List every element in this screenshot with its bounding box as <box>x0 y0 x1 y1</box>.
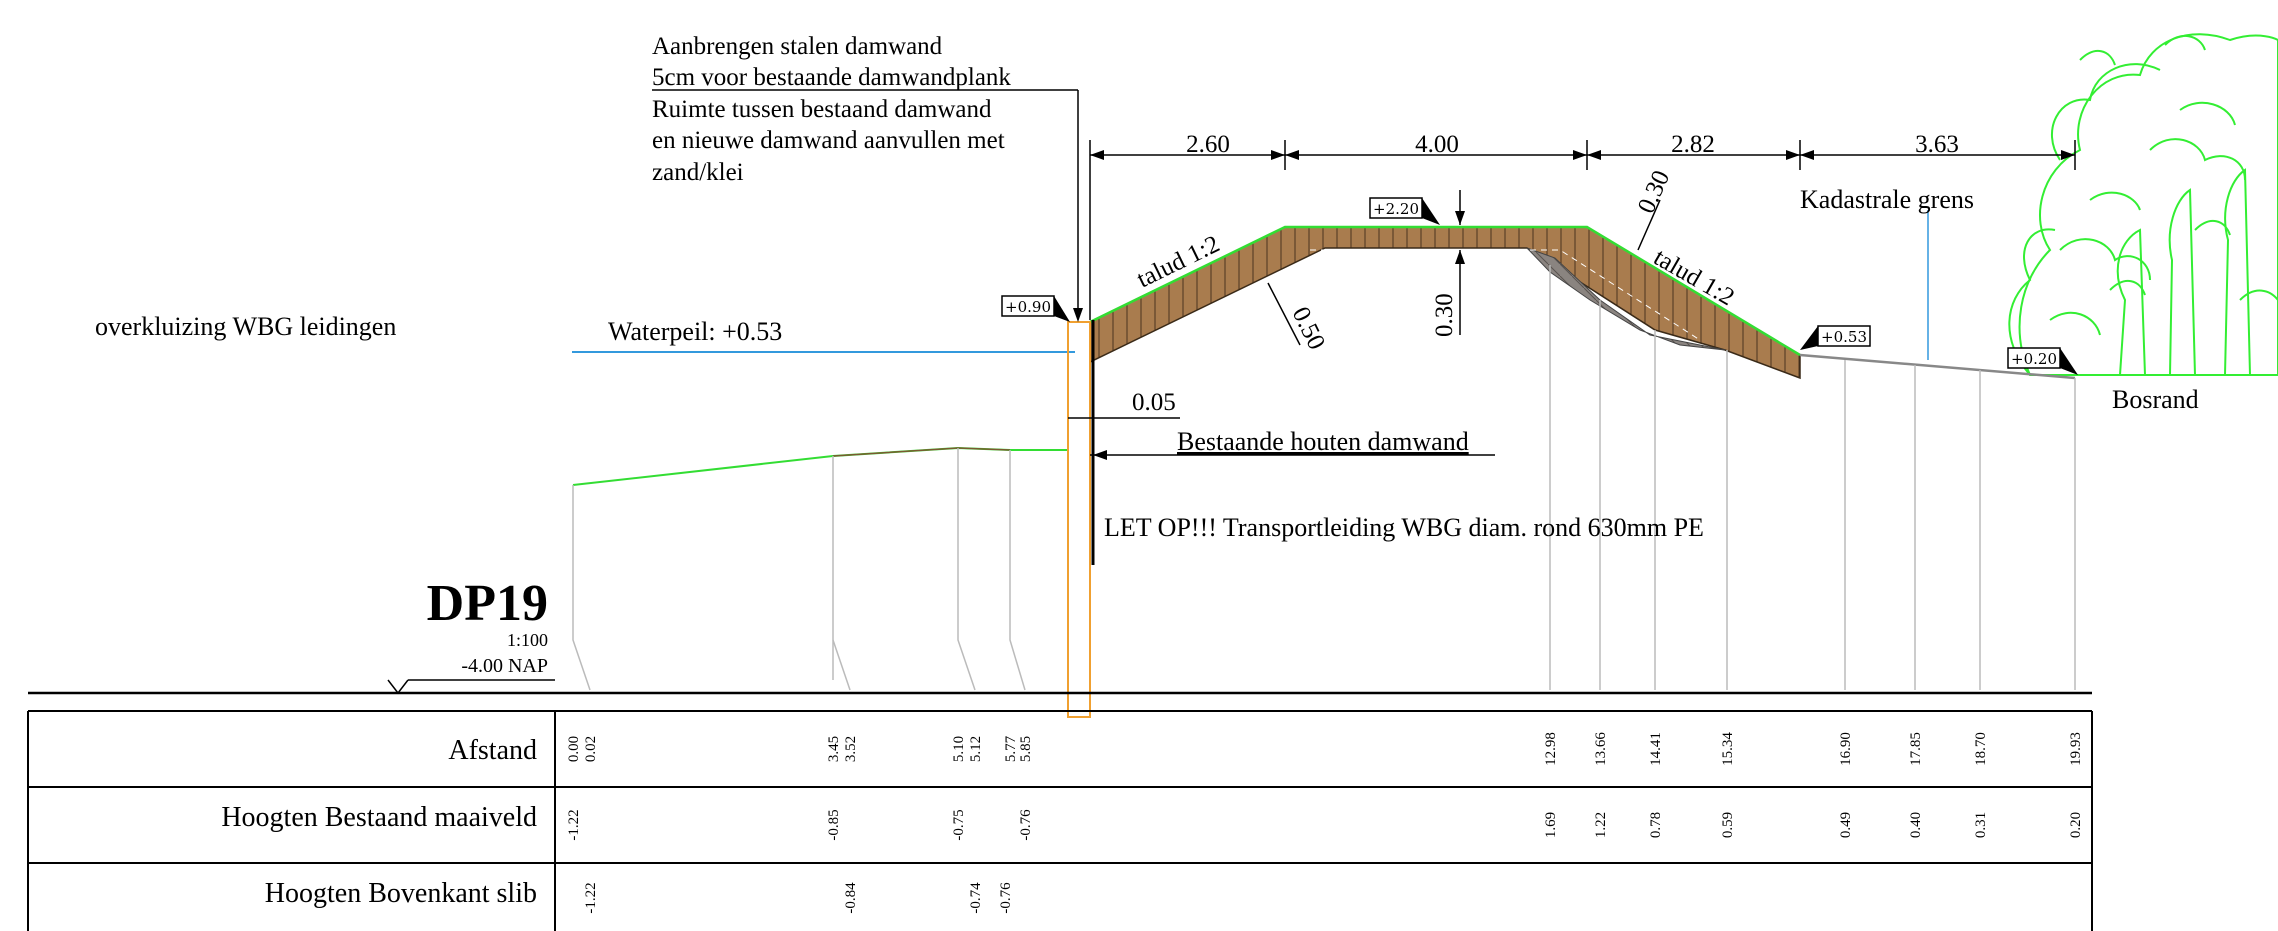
note-line-5: zand/klei <box>652 159 744 186</box>
level-tag-crest-text: +2.20 <box>1373 200 1419 218</box>
table-cell: 0.59 <box>1720 812 1736 838</box>
table-cell: 0.00 <box>566 736 582 762</box>
table-row-label-distance: Afstand <box>448 735 537 766</box>
level-tag-forest-text: +0.20 <box>2011 350 2057 368</box>
forest-edge-label: Bosrand <box>2112 385 2199 414</box>
level-tag-toe: +0.53 <box>1800 325 1871 350</box>
thickness-left-label: 0.50 <box>1287 303 1330 354</box>
dimension-2: 4.00 <box>1415 131 1459 158</box>
table-cell: 15.34 <box>1720 732 1736 766</box>
table-cell: 0.78 <box>1648 812 1664 838</box>
cadastral-boundary-label: Kadastrale grens <box>1800 185 1974 214</box>
table-cell: 0.20 <box>2068 812 2084 838</box>
table-cell: 14.41 <box>1648 732 1664 766</box>
left-title: overkluizing WBG leidingen <box>95 312 396 341</box>
right-terrain-line <box>1799 353 2076 380</box>
dike-surface-line <box>1089 225 1801 357</box>
dimension-4: 3.63 <box>1915 131 1959 158</box>
table-cell: -0.84 <box>843 882 859 914</box>
table-cell: 0.49 <box>1838 812 1854 838</box>
datum-label: -4.00 NAP <box>461 655 548 677</box>
level-tag-left: +0.90 <box>1001 295 1070 322</box>
note-line-2: 5cm voor bestaande damwandplank <box>652 64 1011 91</box>
table-cell: -0.76 <box>1018 809 1034 841</box>
scale-label: 1:100 <box>507 630 548 650</box>
table-row-label-existing-height: Hoogten Bestaand maaiveld <box>221 802 537 833</box>
dimension-1: 2.60 <box>1186 131 1230 158</box>
table-cell: 0.40 <box>1908 812 1924 838</box>
table-cell: 5.77 <box>1003 735 1019 762</box>
table-cell: 1.22 <box>1593 812 1609 838</box>
station-table <box>27 710 2093 931</box>
table-cell: -0.75 <box>951 809 967 840</box>
tree-illustration <box>2008 33 2278 376</box>
table-cell: -0.85 <box>826 809 842 840</box>
warning-label: LET OP!!! Transportleiding WBG diam. ron… <box>1104 513 1704 542</box>
table-cell: 3.52 <box>843 736 859 762</box>
level-tag-crest: +2.20 <box>1369 197 1440 225</box>
section-id: DP19 <box>427 575 548 632</box>
existing-ground-line <box>572 446 1068 486</box>
note-line-3: Ruimte tussen bestaand damwand <box>652 96 992 123</box>
table-cell: 0.31 <box>1973 812 1989 838</box>
thickness-right-label: 0.30 <box>1633 166 1675 217</box>
thickness-center-label: 0.30 <box>1431 293 1458 337</box>
clay-core-layer <box>1526 247 1726 351</box>
level-tag-toe-text: +0.53 <box>1821 328 1867 346</box>
table-cell: 17.85 <box>1908 732 1924 766</box>
table-cell: 5.12 <box>968 736 984 762</box>
table-cell: -0.74 <box>968 882 984 914</box>
table-row-label-silt-height: Hoogten Bovenkant slib <box>265 878 537 909</box>
gap-dimension-label: 0.05 <box>1132 389 1176 416</box>
existing-wall-label: Bestaande houten damwand <box>1177 427 1469 456</box>
table-cell: 16.90 <box>1838 732 1854 766</box>
table-cell: -1.22 <box>583 882 599 913</box>
table-cell: 18.70 <box>1973 732 1989 766</box>
station-lines <box>572 210 2076 691</box>
table-cell: 3.45 <box>826 736 842 762</box>
note-line-4: en nieuwe damwand aanvullen met <box>652 127 1005 154</box>
level-tag-left-text: +0.90 <box>1005 298 1051 316</box>
table-cell: 5.10 <box>951 736 967 762</box>
table-cell: -1.22 <box>566 809 582 840</box>
table-cell: 13.66 <box>1593 732 1609 766</box>
table-cell: 0.02 <box>583 736 599 762</box>
table-cell: 5.85 <box>1018 736 1034 762</box>
table-values: 0.00 0.02 3.45 3.52 5.10 5.12 5.77 5.85 12.98 13.… <box>566 732 2084 914</box>
steel-sheet-pile <box>1067 321 1091 718</box>
level-tag-forest: +0.20 <box>2007 347 2078 375</box>
note-line-1: Aanbrengen stalen damwand <box>652 33 943 60</box>
dimension-3: 2.82 <box>1671 131 1715 158</box>
table-cell: 1.69 <box>1543 812 1559 838</box>
table-cell: 12.98 <box>1543 732 1559 766</box>
table-cell: -0.76 <box>998 882 1014 914</box>
water-level-label: Waterpeil: +0.53 <box>608 317 782 346</box>
table-cell: 19.93 <box>2068 732 2084 766</box>
